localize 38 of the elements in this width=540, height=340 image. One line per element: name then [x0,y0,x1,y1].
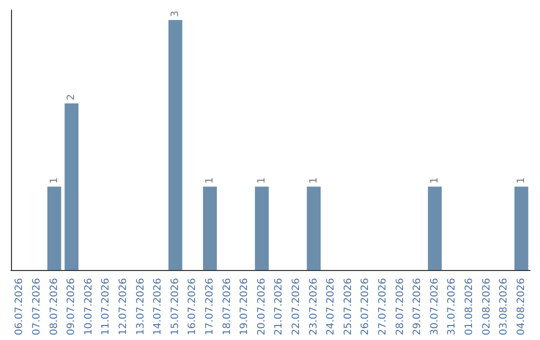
x-tick-label: 09.07.2026 [66,278,78,336]
data-label: 3 [170,10,181,17]
x-tick-label: 27.07.2026 [377,278,388,336]
x-tick-label: 14.07.2026 [152,278,164,336]
data-label: 1 [204,177,216,184]
x-tick-label: 03.08.2026 [498,278,510,336]
data-label: 1 [48,177,60,184]
x-tick-label: 08.07.2026 [48,278,60,336]
x-tick-label: 13.07.2026 [135,278,146,336]
x-tick-label: 18.07.2026 [222,278,233,336]
x-tick-label: 31.07.2026 [446,278,458,336]
x-tick-label: 12.07.2026 [118,278,129,336]
x-tick-label: 26.07.2026 [360,278,372,336]
x-tick-label: 01.08.2026 [464,278,475,336]
x-tick-label: 11.07.2026 [100,278,112,336]
data-label: 1 [308,177,320,184]
x-tick-label: 19.07.2026 [239,278,250,336]
x-tick-label: 25.07.2026 [342,278,354,336]
x-tick-label: 23.07.2026 [308,278,320,336]
x-tick-label: 21.07.2026 [274,278,285,336]
data-label: 1 [516,177,527,184]
x-tick-label: 07.07.2026 [31,278,42,336]
x-tick-label: 06.07.2026 [14,278,26,336]
x-tick-label: 20.07.2026 [256,278,268,336]
x-tick-label: 22.07.2026 [290,278,302,336]
x-tick-label: 28.07.2026 [394,278,406,336]
x-tick-label: 02.08.2026 [481,278,492,336]
x-tick-label: 30.07.2026 [429,278,440,336]
x-tick-label: 29.07.2026 [412,278,424,336]
x-tick-label: 04.08.2026 [516,278,527,336]
x-tick-label: 16.07.2026 [187,278,198,336]
data-label: 1 [256,177,268,184]
data-label: 1 [429,177,440,184]
x-tick-label: 24.07.2026 [326,278,337,336]
data-label: 2 [66,94,78,100]
x-tick-label: 10.07.2026 [83,278,94,336]
x-tick-label: 15.07.2026 [170,278,181,336]
x-tick-label: 17.07.2026 [204,278,216,336]
